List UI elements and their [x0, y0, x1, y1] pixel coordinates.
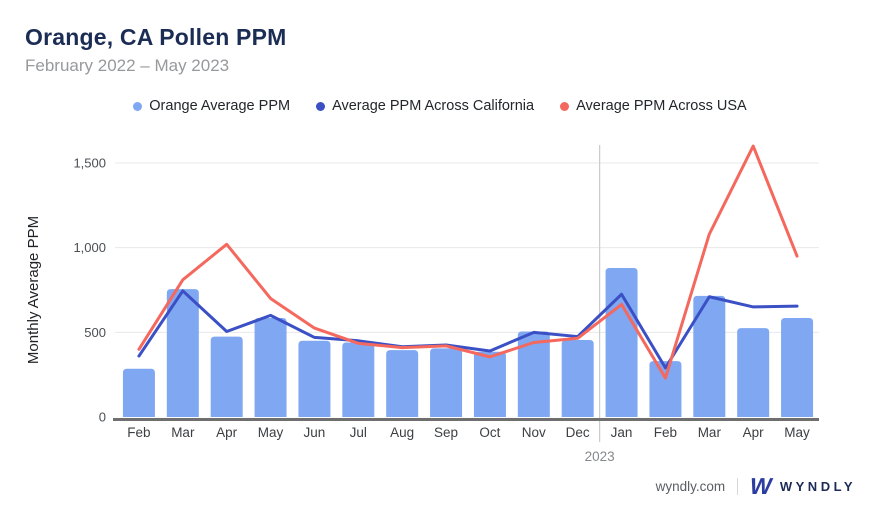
x-tick-label: Jul: [350, 425, 367, 440]
x-tick-label: Feb: [654, 425, 677, 440]
legend-item-orange[interactable]: Orange Average PPM: [133, 98, 290, 114]
x-tick-label: Jan: [611, 425, 633, 440]
chart-legend: Orange Average PPM Average PPM Across Ca…: [0, 98, 880, 114]
line-series: [137, 289, 799, 370]
bar: [166, 289, 199, 417]
footer: wyndly.com W WYNDLY: [655, 473, 856, 499]
x-tick-label: May: [784, 425, 810, 440]
x-tick-label: Apr: [743, 425, 765, 440]
legend-label: Average PPM Across USA: [576, 98, 747, 114]
bar: [561, 339, 594, 417]
bar: [781, 317, 814, 417]
page-title: Orange, CA Pollen PPM: [25, 24, 287, 50]
y-axis-title: Monthly Average PPM: [25, 216, 42, 364]
x-tick-label: Jun: [304, 425, 326, 440]
bar: [342, 342, 375, 417]
y-tick-label: 1,500: [73, 156, 106, 171]
year-label: 2023: [585, 449, 615, 464]
bar: [605, 267, 638, 417]
bar: [122, 368, 155, 417]
x-tick-label: Sep: [434, 425, 458, 440]
wyndly-logo: W WYNDLY: [747, 473, 856, 499]
legend-dot-orange-icon: [133, 101, 143, 111]
legend-item-california[interactable]: Average PPM Across California: [316, 98, 534, 114]
bar: [254, 317, 287, 417]
bar: [737, 328, 770, 417]
legend-item-usa[interactable]: Average PPM Across USA: [560, 98, 747, 114]
x-tick-label: Mar: [698, 425, 722, 440]
x-tick-label: Apr: [216, 425, 238, 440]
legend-label: Average PPM Across California: [332, 98, 535, 114]
bar: [649, 361, 682, 417]
bar: [298, 340, 331, 417]
y-tick-label: 1,000: [73, 240, 106, 255]
wyndly-w-icon: W: [747, 473, 775, 499]
y-tick-label: 0: [99, 410, 106, 425]
x-tick-label: Mar: [171, 425, 195, 440]
x-tick-label: Oct: [479, 425, 500, 440]
bar: [693, 295, 726, 417]
bar: [386, 350, 419, 417]
bar: [517, 331, 550, 417]
legend-dot-usa-icon: [560, 101, 570, 111]
x-tick-label: Nov: [522, 425, 546, 440]
footer-site-link[interactable]: wyndly.com: [655, 479, 726, 494]
legend-label: Orange Average PPM: [149, 98, 291, 114]
footer-separator: [737, 478, 739, 495]
y-tick-label: 500: [84, 325, 106, 340]
legend-dot-california-icon: [316, 101, 326, 111]
bar: [473, 351, 506, 417]
wyndly-brand-name: WYNDLY: [779, 479, 856, 494]
bar: [210, 336, 243, 417]
date-range-subtitle: February 2022 – May 2023: [25, 56, 230, 75]
bar: [430, 348, 463, 417]
x-tick-label: Aug: [390, 425, 414, 440]
x-tick-label: Dec: [566, 425, 590, 440]
x-tick-label: May: [258, 425, 284, 440]
x-tick-label: Feb: [127, 425, 150, 440]
line-series: [137, 144, 799, 380]
